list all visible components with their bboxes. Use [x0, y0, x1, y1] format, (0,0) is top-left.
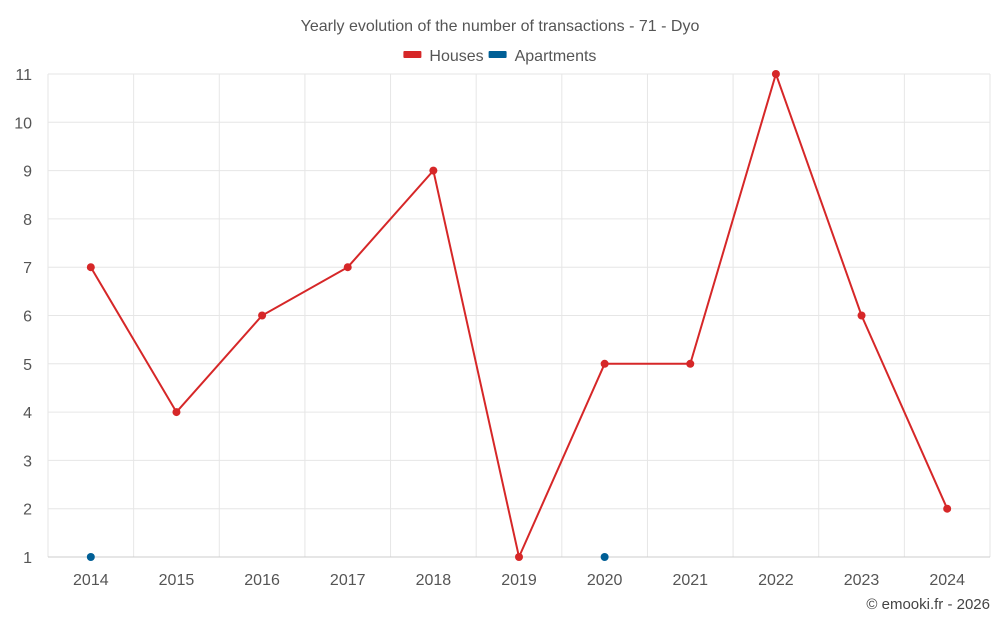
x-tick-label: 2017: [330, 572, 366, 589]
x-tick-label: 2015: [159, 572, 195, 589]
y-tick-label: 4: [23, 405, 32, 422]
data-point[interactable]: [600, 359, 609, 368]
y-tick-label: 6: [23, 309, 32, 326]
chart-title: Yearly evolution of the number of transa…: [301, 18, 700, 35]
x-tick-label: 2014: [73, 572, 109, 589]
x-tick-label: 2019: [501, 572, 537, 589]
y-tick-label: 3: [23, 453, 32, 470]
series-houses: [86, 70, 952, 561]
legend-swatch: [403, 51, 422, 58]
data-point[interactable]: [86, 263, 95, 272]
data-point[interactable]: [600, 553, 609, 561]
grid: [47, 73, 991, 558]
data-point[interactable]: [343, 263, 352, 272]
x-tick-label: 2021: [672, 572, 708, 589]
legend-label: Houses: [429, 48, 483, 65]
x-tick-label: 2020: [587, 572, 623, 589]
x-tick-label: 2023: [844, 572, 880, 589]
data-point[interactable]: [686, 359, 695, 368]
data-point[interactable]: [857, 311, 866, 320]
legend: Houses Apartments: [403, 48, 596, 65]
x-tick-label: 2022: [758, 572, 794, 589]
legend-item-apartments[interactable]: Apartments: [488, 48, 597, 65]
y-tick-label: 9: [23, 164, 32, 181]
data-point[interactable]: [86, 553, 95, 561]
y-tick-label: 5: [23, 357, 32, 374]
credit: © emooki.fr - 2026: [866, 596, 990, 613]
data-point[interactable]: [515, 553, 523, 561]
legend-swatch: [488, 51, 507, 58]
plot-area: [86, 70, 952, 561]
series-apartments: [86, 553, 609, 561]
x-tick-label: 2024: [929, 572, 965, 589]
data-point[interactable]: [258, 311, 267, 320]
data-point[interactable]: [943, 504, 952, 513]
x-axis: 2014 2015 2016 2017 2018 2019 2020 2021 2022 2023…: [73, 572, 965, 589]
data-point[interactable]: [429, 166, 438, 175]
y-tick-label: 7: [23, 260, 32, 277]
y-tick-label: 11: [15, 67, 32, 84]
data-point[interactable]: [771, 70, 780, 78]
y-tick-label: 1: [23, 550, 32, 567]
y-tick-label: 10: [14, 115, 32, 132]
y-tick-label: 2: [23, 502, 32, 519]
x-tick-label: 2018: [416, 572, 452, 589]
y-axis: 1 2 3 4 5 6 7 8 9 10 11: [14, 67, 32, 567]
legend-label: Apartments: [515, 48, 597, 65]
x-tick-label: 2016: [244, 572, 280, 589]
data-point[interactable]: [172, 408, 181, 417]
legend-item-houses[interactable]: Houses: [403, 48, 484, 65]
y-tick-label: 8: [23, 212, 32, 229]
